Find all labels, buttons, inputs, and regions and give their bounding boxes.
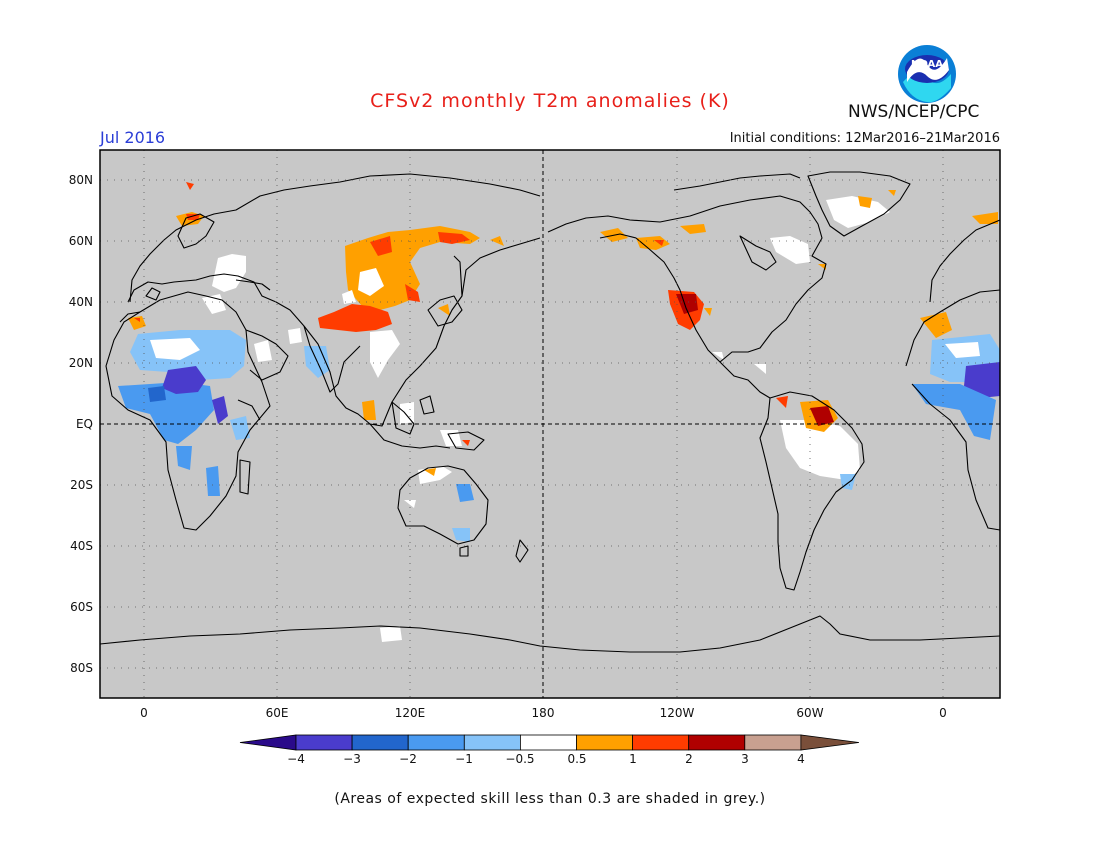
lon-label: 0 <box>140 706 148 720</box>
lat-label: 80S <box>70 661 93 675</box>
colorbar-tick: 3 <box>741 752 749 766</box>
svg-text:NOAA: NOAA <box>911 59 943 70</box>
colorbar-ticks: −4 −3 −2 −1 −0.5 0.5 1 2 3 4 <box>287 752 805 766</box>
patch-brazil-white <box>780 420 860 480</box>
lat-label: 20N <box>69 356 93 370</box>
lon-label: 120W <box>660 706 695 720</box>
lat-label: 40S <box>70 539 93 553</box>
colorbar-tick: −4 <box>287 752 305 766</box>
coastlines <box>99 171 1001 653</box>
colorbar-swatch <box>463 734 521 751</box>
colorbar-tick: 2 <box>685 752 693 766</box>
lat-label: 80N <box>69 173 93 187</box>
patch-mongolia-red <box>370 236 392 256</box>
colorbar-swatch <box>239 734 297 751</box>
skill-footnote: (Areas of expected skill less than 0.3 a… <box>334 791 766 807</box>
patch-eafrica-darkblue <box>212 396 228 424</box>
lat-label: 60N <box>69 234 93 248</box>
patch-africa-blue <box>118 382 214 444</box>
colorbar <box>239 734 859 751</box>
patch-sahel-darkblue <box>162 366 206 394</box>
lat-label: 60S <box>70 600 93 614</box>
map-frame <box>99 149 1001 699</box>
colorbar-tick: −1 <box>455 752 473 766</box>
colorbar-tick: −2 <box>399 752 417 766</box>
lon-label: 60W <box>796 706 823 720</box>
map-title: CFSv2 monthly T2m anomalies (K) <box>370 90 730 112</box>
colorbar-swatch <box>632 734 690 751</box>
colorbar-swatch <box>688 734 746 751</box>
patch-siberia-red <box>438 232 470 244</box>
colorbar-tick: −0.5 <box>505 752 534 766</box>
initial-conditions-label: Initial conditions: 12Mar2016–21Mar2016 <box>729 131 1000 146</box>
noaa-logo: NOAA <box>898 45 956 103</box>
lon-label: 0 <box>939 706 947 720</box>
lat-labels: 80N 60N 40N 20N EQ 20S 40S 60S 80S <box>69 173 93 675</box>
lat-label: EQ <box>76 417 93 431</box>
colorbar-swatch <box>351 734 409 751</box>
colorbar-swatch <box>295 734 353 751</box>
patch-sam-darkred <box>810 406 834 426</box>
patch-china-red <box>318 304 392 332</box>
lat-label: 40N <box>69 295 93 309</box>
lon-label: 180 <box>532 706 555 720</box>
colorbar-swatch <box>520 734 577 751</box>
colorbar-tick: 0.5 <box>567 752 586 766</box>
lon-label: 60E <box>266 706 289 720</box>
colorbar-tick: 1 <box>629 752 637 766</box>
org-label: NWS/NCEP/CPC <box>848 102 980 122</box>
lon-labels: 0 60E 120E 180 120W 60W 0 <box>140 706 947 720</box>
anomaly-patches <box>118 182 1000 642</box>
colorbar-tick: 4 <box>797 752 805 766</box>
colorbar-swatch <box>576 734 633 751</box>
colorbar-swatch <box>407 734 465 751</box>
colorbar-swatch <box>744 734 802 751</box>
valid-month-label: Jul 2016 <box>100 128 166 147</box>
colorbar-tick: −3 <box>343 752 361 766</box>
lat-label: 20S <box>70 478 93 492</box>
lon-label: 120E <box>395 706 426 720</box>
colorbar-swatch <box>800 734 859 751</box>
